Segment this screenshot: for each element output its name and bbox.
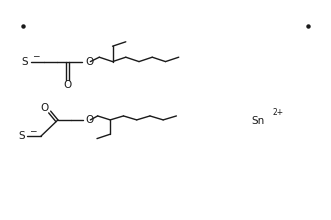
- Text: Sn: Sn: [252, 116, 265, 126]
- Text: −: −: [29, 126, 36, 135]
- Text: S: S: [22, 57, 28, 67]
- Text: O: O: [85, 115, 94, 125]
- Text: O: O: [41, 103, 49, 114]
- Text: O: O: [85, 57, 94, 67]
- Text: 2+: 2+: [272, 108, 283, 117]
- Text: O: O: [63, 80, 71, 90]
- Text: −: −: [32, 51, 40, 60]
- Text: S: S: [18, 131, 25, 141]
